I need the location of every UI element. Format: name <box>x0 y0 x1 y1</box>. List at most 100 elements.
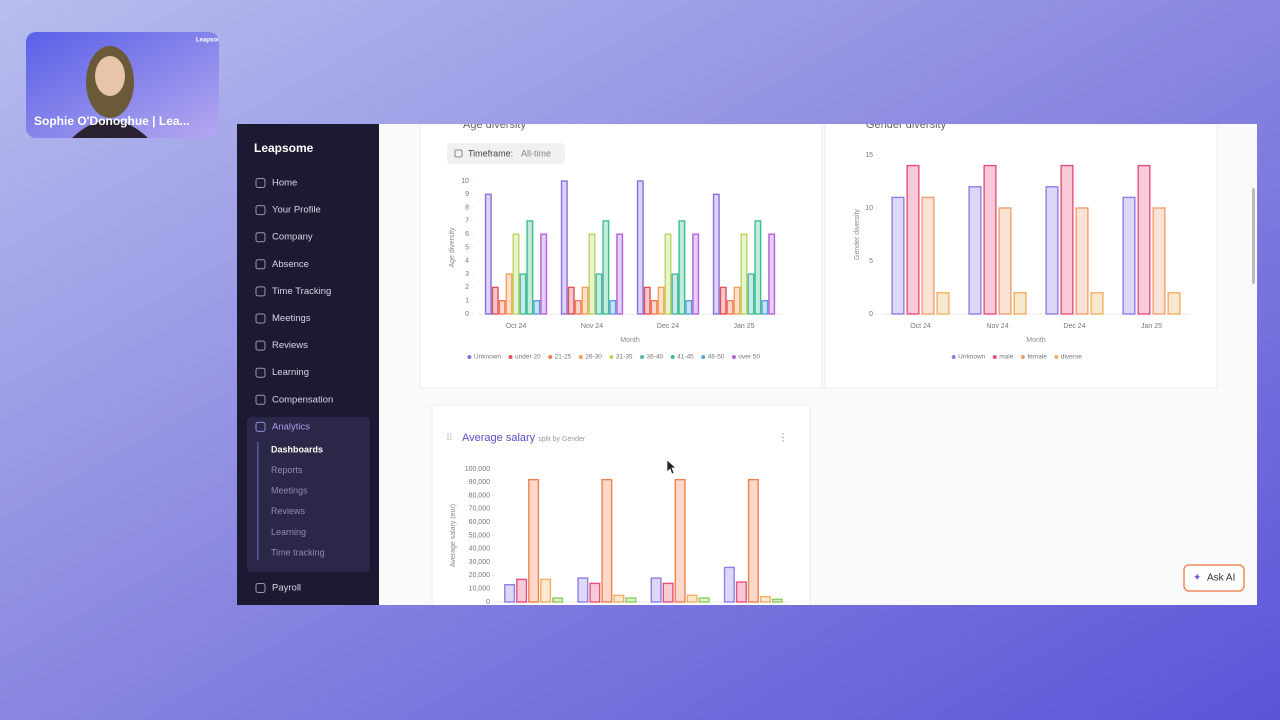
bar <box>595 273 603 315</box>
bar <box>1013 292 1027 315</box>
nav-icon <box>255 286 266 297</box>
bar <box>616 233 624 315</box>
x-tick-label: Dec 24 <box>1063 323 1085 330</box>
bar <box>685 300 693 315</box>
legend-label: 31-35 <box>616 354 633 361</box>
bar <box>671 273 679 315</box>
person-body <box>70 120 150 138</box>
bar <box>498 300 506 315</box>
bar <box>1122 196 1136 315</box>
legend-label: under 20 <box>515 354 541 361</box>
bar <box>567 286 575 315</box>
legend-label: male <box>999 354 1013 361</box>
nav-subitem[interactable]: Dashboards <box>271 444 323 454</box>
nav-icon <box>255 367 266 378</box>
nav-item[interactable]: Your Profile <box>272 205 321 216</box>
drag-handle: ⠿ <box>446 432 453 442</box>
y-tick-label: 8 <box>465 204 469 211</box>
legend-swatch <box>1054 355 1059 359</box>
lock-icon <box>454 149 463 158</box>
bar <box>906 164 920 315</box>
legend-swatch <box>467 355 472 359</box>
bar <box>754 220 762 315</box>
bar <box>719 286 727 315</box>
bar <box>998 207 1012 315</box>
bar <box>574 300 582 315</box>
legend-swatch <box>508 355 513 359</box>
bar <box>759 595 771 603</box>
nav-subitem[interactable]: Time tracking <box>271 547 325 557</box>
legend-swatch <box>548 355 553 359</box>
bar <box>968 186 982 315</box>
y-tick-label: 1 <box>465 298 469 305</box>
bar <box>540 233 548 315</box>
video-brand: Leapsome <box>196 38 226 44</box>
bar <box>723 566 735 603</box>
nav-subitem[interactable]: Learning <box>271 527 306 537</box>
submenu-rule <box>257 442 259 560</box>
bar <box>581 286 589 315</box>
y-tick-label: 0 <box>869 311 873 318</box>
bar <box>650 300 658 315</box>
bar <box>484 193 492 315</box>
y-axis-label: Average salary (eur) <box>450 504 457 567</box>
legend: Unknown under 20 21-25 26-30 31-35 36-40 41-45… <box>467 354 760 361</box>
nav-item[interactable]: Home <box>272 178 297 189</box>
legend-label: 26-30 <box>585 354 602 361</box>
bar <box>1060 164 1074 315</box>
analytics-group <box>247 417 370 572</box>
nav-item[interactable]: Analytics <box>272 421 310 432</box>
ask-ai-button[interactable] <box>1183 564 1245 592</box>
bar <box>1090 292 1104 315</box>
y-tick-label: 5 <box>465 244 469 251</box>
nav-icon <box>255 205 266 216</box>
y-tick-label: 10 <box>865 205 873 212</box>
person-face <box>95 56 125 96</box>
nav-item[interactable]: Payroll <box>272 583 301 594</box>
nav-subitem[interactable]: Reviews <box>271 506 306 516</box>
nav-icon <box>255 259 266 270</box>
bar <box>747 273 755 315</box>
bar <box>602 220 610 315</box>
nav-subitem[interactable]: Reports <box>271 465 303 475</box>
x-tick-label: Dec 24 <box>657 323 679 330</box>
y-tick-label: 5 <box>869 258 873 265</box>
y-tick-label: 90,000 <box>469 479 491 486</box>
legend-swatch <box>640 355 645 359</box>
mouse-cursor <box>666 459 677 475</box>
bar <box>504 584 516 603</box>
bar <box>577 577 589 603</box>
nav-item[interactable]: Meetings <box>272 313 311 324</box>
bar <box>678 220 686 315</box>
ask-ai-label[interactable]: Ask AI <box>1207 573 1235 584</box>
nav-icon <box>255 232 266 243</box>
nav-item[interactable]: Reviews <box>272 340 308 351</box>
nav-item[interactable]: Compensation <box>272 394 333 405</box>
x-tick-label: Jan 25 <box>1141 323 1162 330</box>
bar <box>636 180 644 315</box>
x-tick-label: Nov 24 <box>581 323 603 330</box>
y-tick-label: 70,000 <box>469 506 491 513</box>
legend-label: 36-40 <box>647 354 664 361</box>
card-menu[interactable]: ⋮ <box>778 433 788 444</box>
timeframe-chip[interactable] <box>447 143 565 164</box>
y-tick-label: 3 <box>465 271 469 278</box>
nav-item[interactable]: Company <box>272 232 313 243</box>
scrollbar <box>1252 188 1255 284</box>
legend-label: 41-45 <box>677 354 694 361</box>
chart-title: Age diversity <box>463 119 526 131</box>
y-tick-label: 4 <box>465 258 469 265</box>
legend-swatch <box>701 355 706 359</box>
bar <box>761 300 769 315</box>
nav-item[interactable]: Time Tracking <box>272 286 331 297</box>
nav-item[interactable]: Absence <box>272 259 309 270</box>
legend-swatch <box>951 355 956 359</box>
nav-subitem[interactable]: Meetings <box>271 486 308 496</box>
x-tick-label: Jan 25 <box>733 323 754 330</box>
bar <box>643 286 651 315</box>
nav-item[interactable]: Learning <box>272 367 309 378</box>
bar <box>589 582 601 603</box>
x-tick-label: Nov 24 <box>986 323 1008 330</box>
card-gender <box>824 124 1218 389</box>
